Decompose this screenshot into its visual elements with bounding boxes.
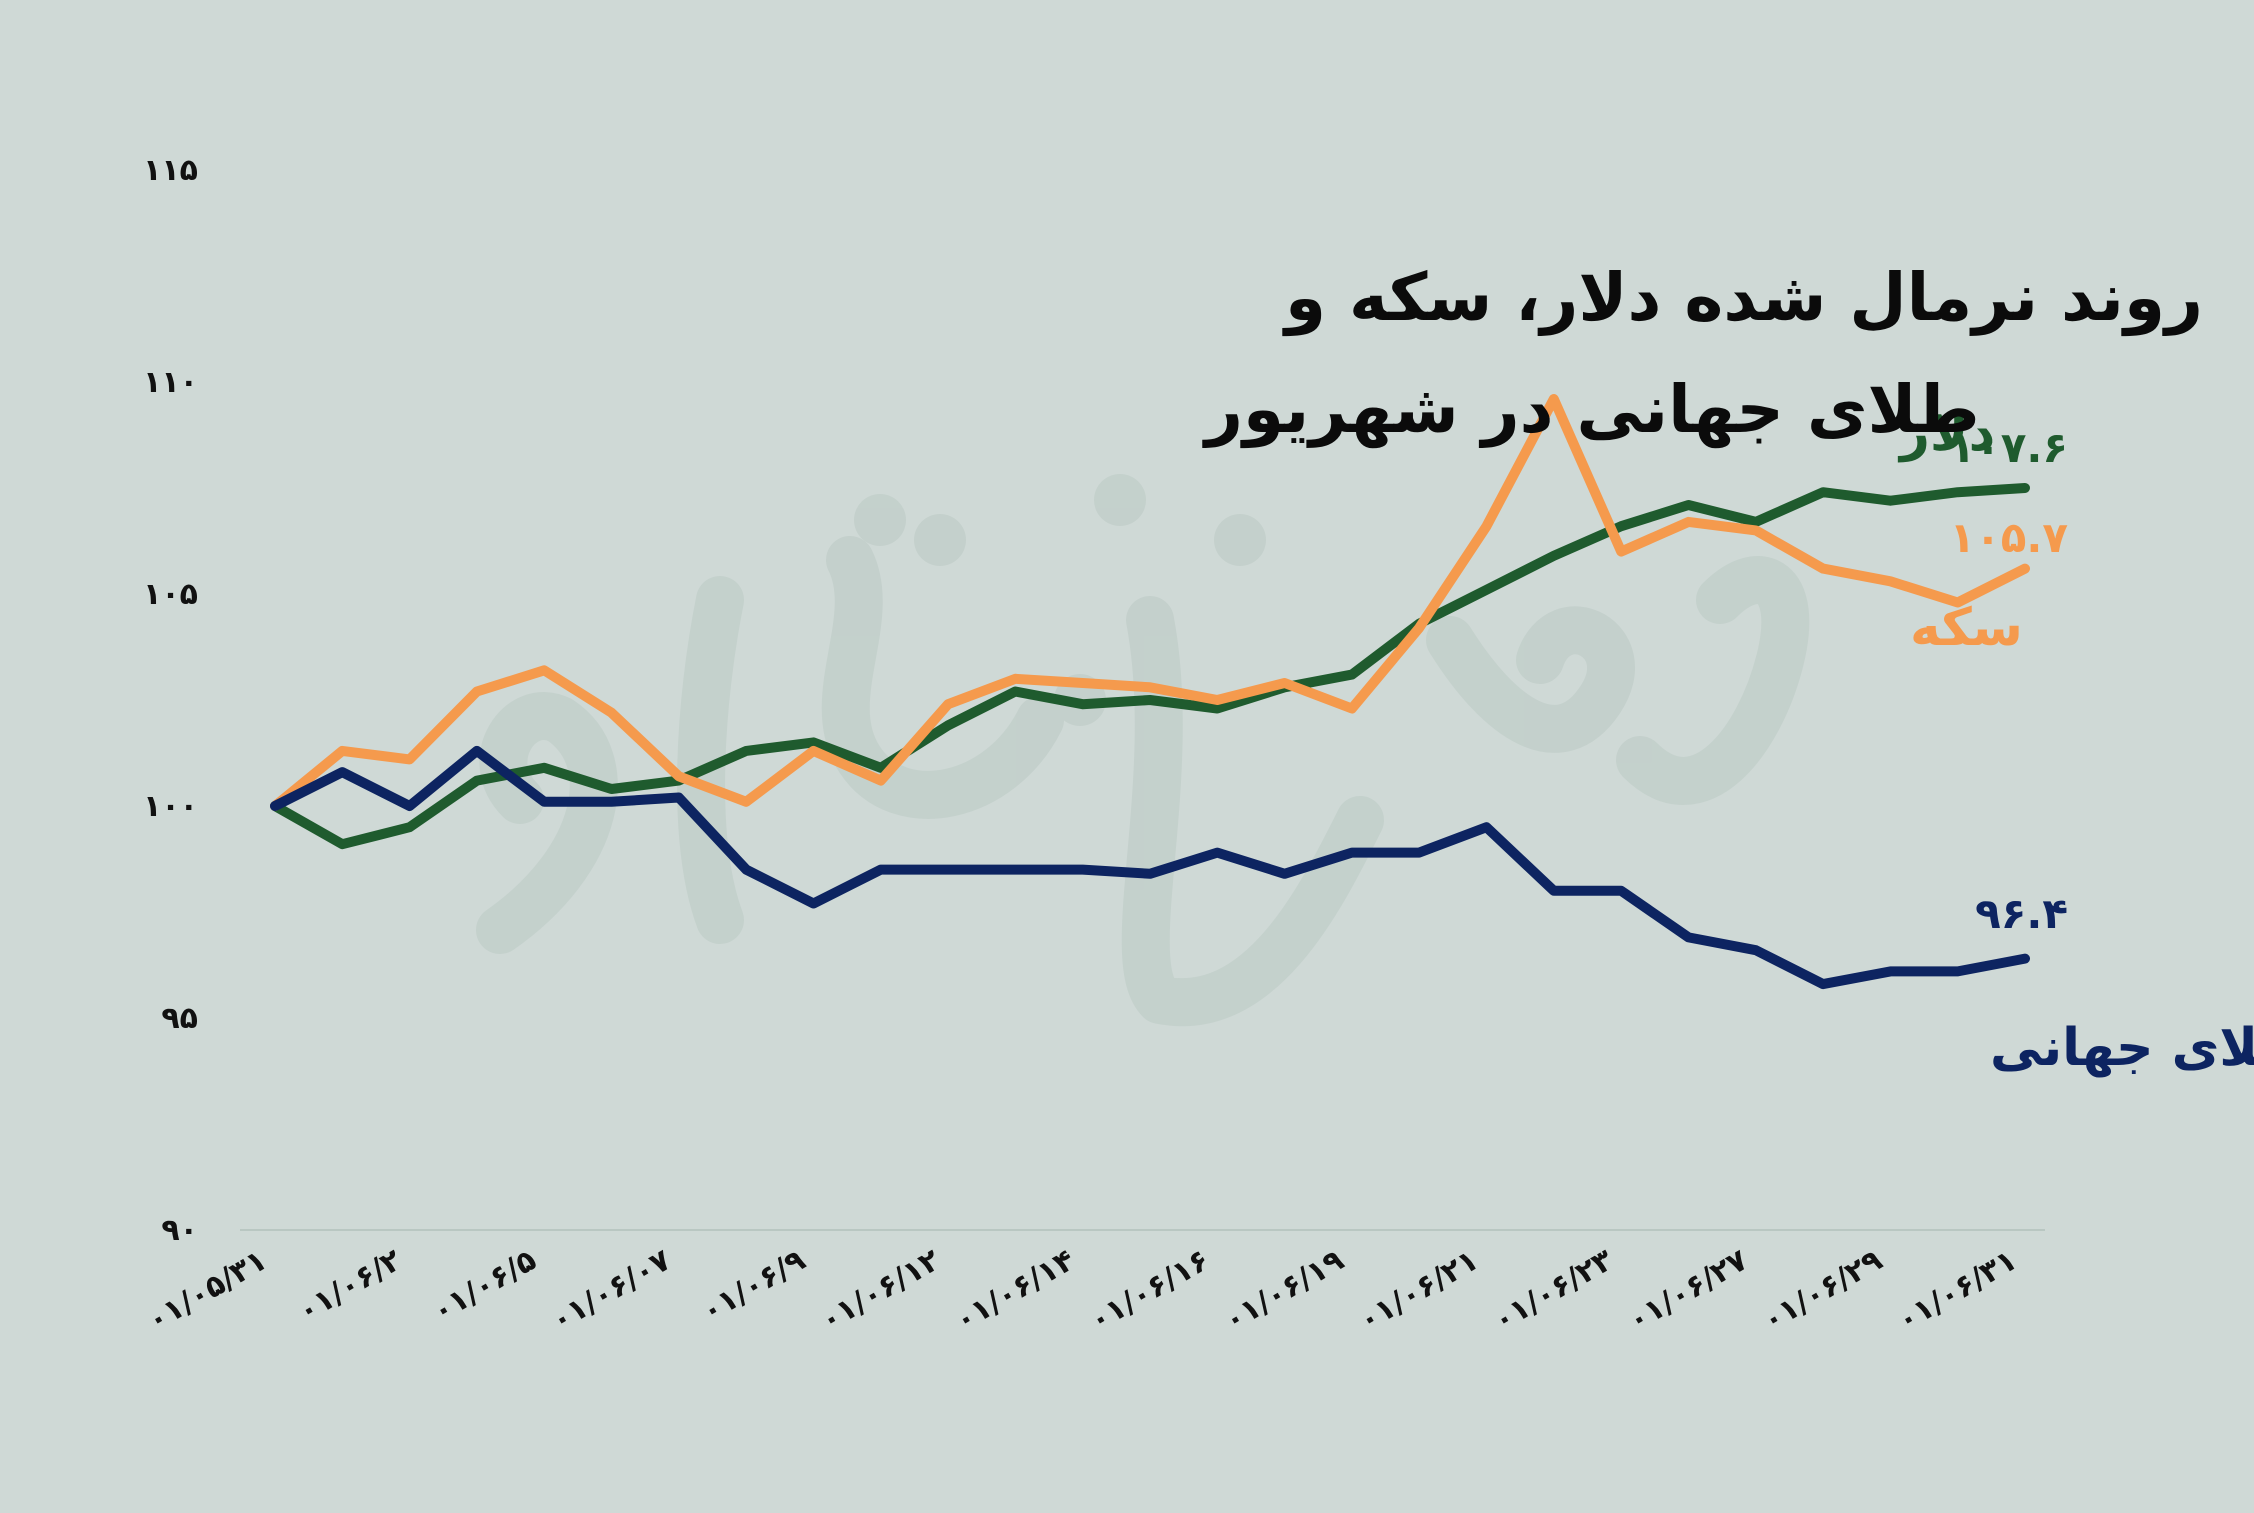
watermark-dot-2 [1094, 474, 1146, 526]
y-tick-label: ۱۱۵ [143, 153, 198, 188]
series-name-label-1: سکه [1910, 598, 2023, 658]
x-tick-label: ۰۱/۰۶/۳۱ [1891, 1243, 2023, 1339]
x-tick-label: ۰۱/۰۶/۱۴ [949, 1243, 1081, 1339]
series-name-label-0: دلار [1897, 403, 1995, 463]
series-line-2 [270, 745, 2030, 990]
watermark-logo [476, 474, 1810, 1027]
watermark-stroke-4 [1426, 606, 1635, 753]
series-name-label-2: طلای جهانی [1990, 1018, 2254, 1078]
x-tick-label: ۰۱/۰۶/۰۷ [545, 1243, 677, 1339]
y-tick-label: ۹۵ [161, 1001, 198, 1036]
title-line-2: طلای جهانی در شهریور [1202, 371, 1980, 449]
watermark-dot-1 [914, 514, 966, 566]
series-line-1 [270, 394, 2030, 811]
x-tick-label: ۰۱/۰۶/۲۱ [1353, 1243, 1485, 1339]
watermark-stroke-0 [476, 692, 618, 954]
series [270, 394, 2030, 990]
x-tick-label: ۰۱/۰۵/۳۱ [141, 1243, 273, 1339]
y-tick-label: ۱۱۰ [143, 365, 198, 400]
watermark-dot-0 [854, 494, 906, 546]
series-end-value-0: ۱۰۷.۶ [1950, 423, 2069, 472]
watermark-dot-4 [1214, 514, 1266, 566]
x-tick-label: ۰۱/۰۶/۲۳ [1488, 1243, 1620, 1339]
series-end-value-2: ۹۶.۴ [1975, 889, 2068, 938]
x-tick-label: ۰۱/۰۶/۱۶ [1084, 1243, 1216, 1339]
title-line-1: روند نرمال شده دلار، سکه و [1282, 259, 2203, 337]
watermark-stroke-5 [1616, 556, 1810, 805]
x-tick-label: ۰۱/۰۶/۹ [696, 1243, 812, 1330]
x-tick-label: ۰۱/۰۶/۱۲ [814, 1243, 946, 1339]
x-tick-label: ۰۱/۰۶/۵ [426, 1243, 542, 1330]
x-tick-label: ۰۱/۰۶/۱۹ [1218, 1243, 1350, 1339]
watermark-stroke-3 [1121, 596, 1384, 1027]
y-tick-label: ۱۰۵ [143, 577, 198, 612]
x-tick-label: ۰۱/۰۶/۲ [292, 1243, 408, 1330]
chart-title: روند نرمال شده دلار، سکه و طلای جهانی در… [1202, 259, 2203, 449]
series-end-value-1: ۱۰۵.۷ [1950, 513, 2069, 562]
x-tick-label: ۰۱/۰۶/۲۹ [1757, 1243, 1889, 1339]
x-tick-label: ۰۱/۰۶/۲۷ [1622, 1243, 1754, 1339]
y-tick-label: ۱۰۰ [143, 789, 198, 824]
y-tick-label: ۹۰ [161, 1213, 198, 1248]
series-line-0 [270, 483, 2030, 850]
